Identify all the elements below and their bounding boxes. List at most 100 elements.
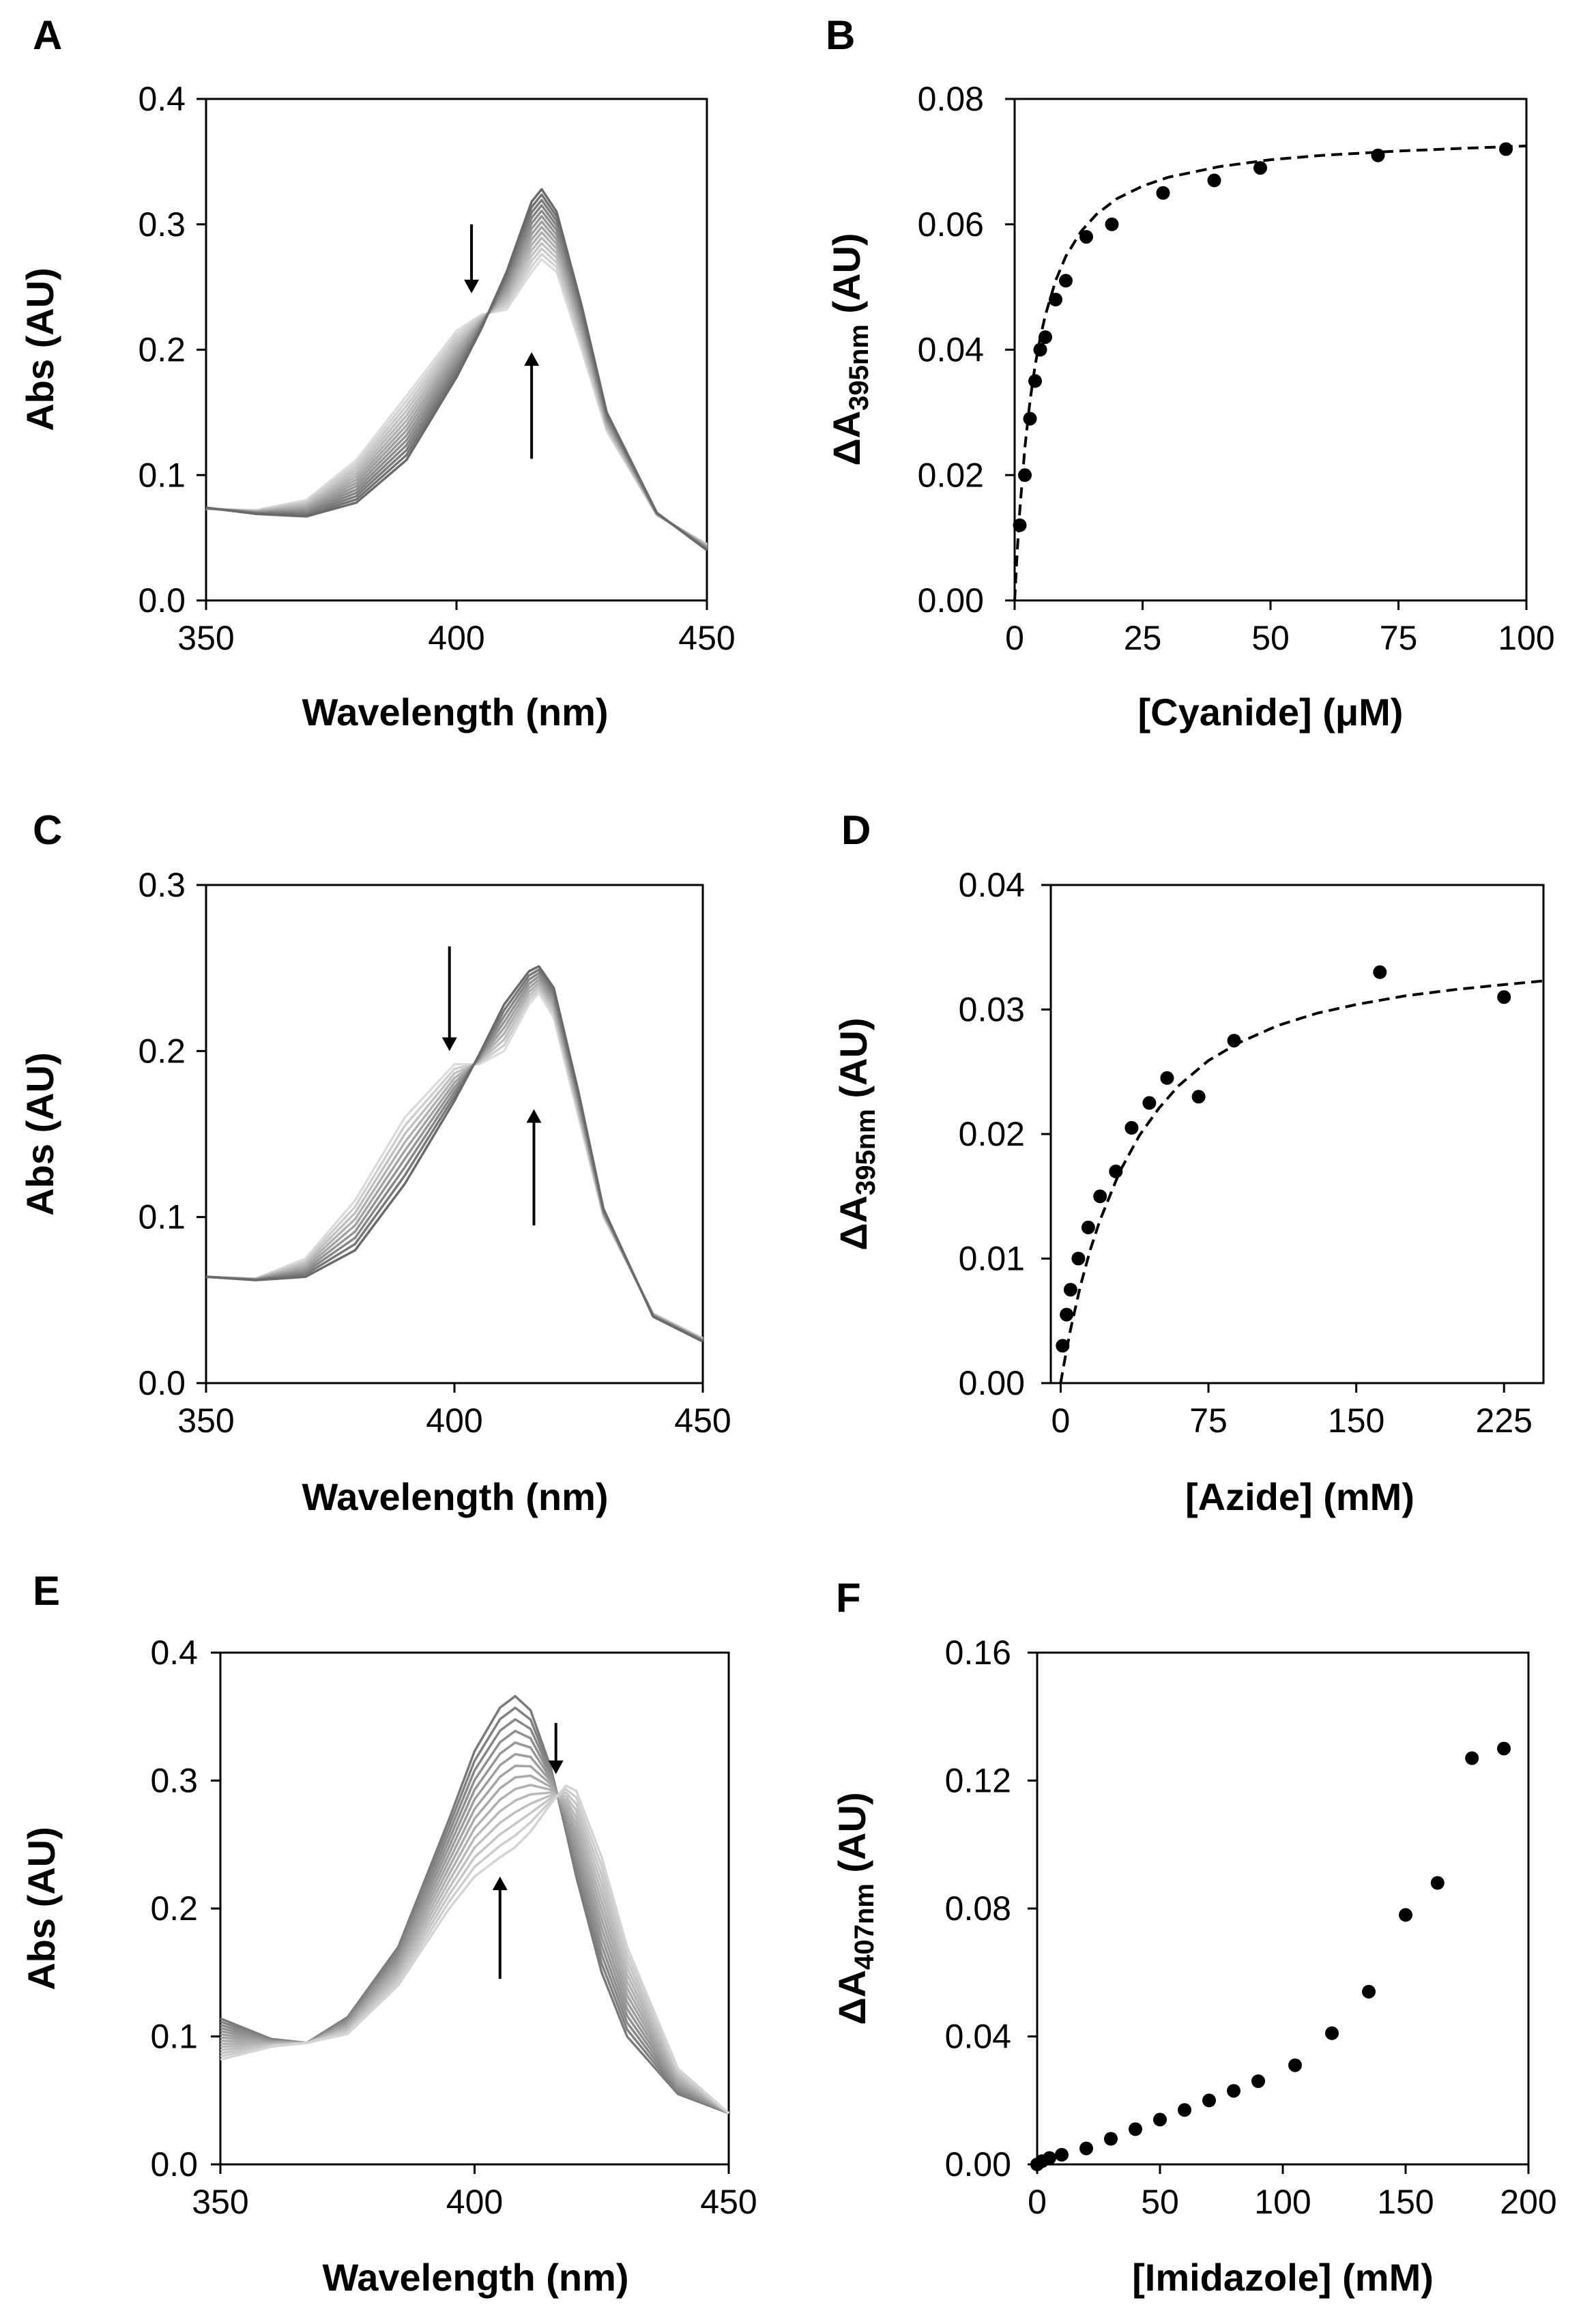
panel-a-y-tick-label: 0.0 (138, 581, 186, 620)
panel-c-spectrum-9 (205, 965, 703, 1343)
panel-b-fit-curve (1013, 144, 1527, 601)
panel-b-x-tick-label: 25 (1124, 619, 1162, 657)
panel-d-plot-frame (1049, 884, 1545, 1384)
panel-b-x-tick-label: 50 (1251, 619, 1290, 657)
panel-a-x-axis-label: Wavelength (nm) (302, 691, 608, 734)
panel-c-x-tick-label: 400 (426, 1402, 482, 1440)
panel-b-data-point (1049, 293, 1062, 306)
panel-b-x-tick-label: 75 (1380, 619, 1418, 657)
panel-f: F 0.00 0.04 0.08 0.12 0.16 0 50 100 150 200 [Imid… (830, 1575, 1557, 2299)
panel-f-data-point (1043, 2151, 1056, 2165)
panel-d-y-label-subscript: 395nm (851, 1109, 881, 1195)
panel-b-data-point (1079, 230, 1093, 244)
panel-f-data-point (1399, 1908, 1412, 1922)
panel-d-y-tick-label: 0.00 (959, 1364, 1025, 1402)
panel-e-y-tick-label: 0.1 (150, 2018, 198, 2056)
panel-e-y-tick-label: 0.4 (150, 1634, 198, 1672)
panel-b-data-point (1013, 518, 1027, 532)
panel-a-spectrum-3 (205, 247, 708, 547)
panel-b-data-point (1018, 468, 1032, 482)
panel-c-x-tick-label: 350 (177, 1402, 234, 1440)
panel-c-spectrum-8 (205, 968, 703, 1343)
panel-a-y-tick-label: 0.3 (138, 205, 186, 244)
panel-d-data-point (1056, 1339, 1070, 1353)
panel-b-x-axis-label: [Cyanide] (μM) (1138, 691, 1404, 734)
panel-b-data-point (1105, 217, 1119, 231)
panel-b-y-label-main: ΔA (825, 411, 868, 466)
panel-f-y-label-subscript: 407nm (850, 1883, 880, 1970)
panel-a-y-tick-label: 0.1 (138, 456, 186, 494)
panel-a-spectrum-6 (205, 231, 708, 548)
panel-a-x-tick-label: 350 (177, 619, 234, 657)
panel-e-arrow-down-head (548, 1760, 564, 1775)
panel-d-fit-curve (1059, 979, 1544, 1384)
panel-d-y-tick-label: 0.02 (959, 1115, 1025, 1153)
panel-c-y-tick-label: 0.3 (138, 866, 186, 904)
panel-a-spectrum-2 (205, 252, 708, 546)
panel-b-x-tick-label: 0 (1005, 619, 1024, 657)
panel-f-y-label-unit: (AU) (830, 1792, 873, 1883)
panel-label-f: F (836, 1575, 861, 1621)
panel-b-y-tick-label: 0.04 (918, 331, 984, 369)
panel-f-data-point (1362, 1984, 1376, 1999)
panel-f-plot-frame (1036, 1651, 1530, 2166)
panel-e-y-axis-label: Abs (AU) (20, 1827, 63, 1990)
panel-f-x-tick-label: 200 (1500, 2183, 1556, 2221)
panel-e-plot-frame (219, 1651, 730, 2166)
panel-f-y-tick-label: 0.00 (945, 2145, 1011, 2183)
panel-b-x-tick-label: 100 (1498, 619, 1554, 657)
panel-c-x-tick-label: 450 (674, 1402, 731, 1440)
panel-e-arrow-up-head (492, 1876, 508, 1891)
panel-f-y-tick-label: 0.04 (945, 2018, 1011, 2056)
panel-f-data-point (1202, 2093, 1216, 2108)
panel-e-y-tick-label: 0.3 (150, 1762, 198, 1800)
panel-d-y-tick-label: 0.04 (959, 866, 1025, 904)
panel-b-data-point (1023, 411, 1037, 426)
panel-c-plot-frame (205, 884, 704, 1384)
panel-d-data-point (1160, 1071, 1174, 1085)
panel-e-x-tick-label: 400 (446, 2183, 503, 2221)
panel-d-data-point (1063, 1283, 1077, 1297)
panel-label-c: C (33, 807, 62, 853)
panel-f-y-tick-label: 0.08 (945, 1889, 1011, 1928)
panel-a-x-tick-label: 400 (428, 619, 484, 657)
panel-a-spectrum-9 (205, 215, 708, 549)
panel-b-data-point (1499, 142, 1513, 156)
panel-f-x-tick-label: 50 (1141, 2183, 1179, 2221)
panel-a-spectrum-13 (205, 193, 708, 551)
panel-e-plot: 0.0 0.1 0.2 0.3 0.4 350 400 450 (150, 1634, 757, 2221)
panel-e-x-tick-label: 350 (192, 2183, 248, 2221)
panel-a: A 0.0 0.1 0.2 0.3 0.4 350 400 450 Wavelength (n… (18, 12, 736, 734)
panel-a-y-tick-label: 0.2 (138, 331, 186, 369)
panel-b: B 0.00 0.02 0.04 0.06 0.08 0 25 50 75 100 [Cyanid… (825, 12, 1555, 734)
panel-a-spectrum-7 (205, 225, 708, 549)
panel-b-plot: 0.00 0.02 0.04 0.06 0.08 0 25 50 75 100 (918, 80, 1555, 657)
panel-f-data-point (1227, 2084, 1240, 2098)
panel-a-spectrum-1 (205, 258, 708, 545)
panel-d-data-point (1191, 1090, 1206, 1104)
panel-a-spectrum-5 (205, 236, 708, 547)
panel-b-y-label-unit: (AU) (825, 233, 868, 324)
panel-label-e: E (33, 1568, 60, 1614)
panel-b-data-point (1156, 186, 1170, 200)
panel-f-data-point (1465, 1751, 1479, 1765)
panel-f-data-point (1251, 2074, 1265, 2089)
panel-f-y-axis-label: ΔA407nm (AU) (830, 1792, 880, 2025)
panel-e-y-tick-label: 0.2 (150, 1889, 198, 1928)
panel-d-data-point (1497, 990, 1511, 1004)
panel-f-data-point (1153, 2113, 1167, 2127)
panel-c-x-axis-label: Wavelength (nm) (302, 1475, 608, 1518)
panel-b-data-point (1253, 161, 1267, 175)
panel-e-spectrum-14 (220, 1784, 730, 2115)
panel-c-spectrum-7 (205, 972, 703, 1342)
panel-d-y-label-main: ΔA (832, 1195, 875, 1251)
panel-f-y-tick-label: 0.16 (945, 1634, 1011, 1672)
panel-b-data-point (1207, 173, 1221, 188)
panel-label-a: A (33, 12, 62, 58)
panel-d-data-point (1081, 1220, 1095, 1234)
panel-f-data-point (1325, 2026, 1339, 2040)
panel-f-x-tick-label: 150 (1377, 2183, 1434, 2221)
panel-d-data-point (1093, 1189, 1107, 1204)
panel-c-arrow-up-head (526, 1109, 542, 1123)
panel-d-y-tick-label: 0.03 (959, 991, 1025, 1029)
